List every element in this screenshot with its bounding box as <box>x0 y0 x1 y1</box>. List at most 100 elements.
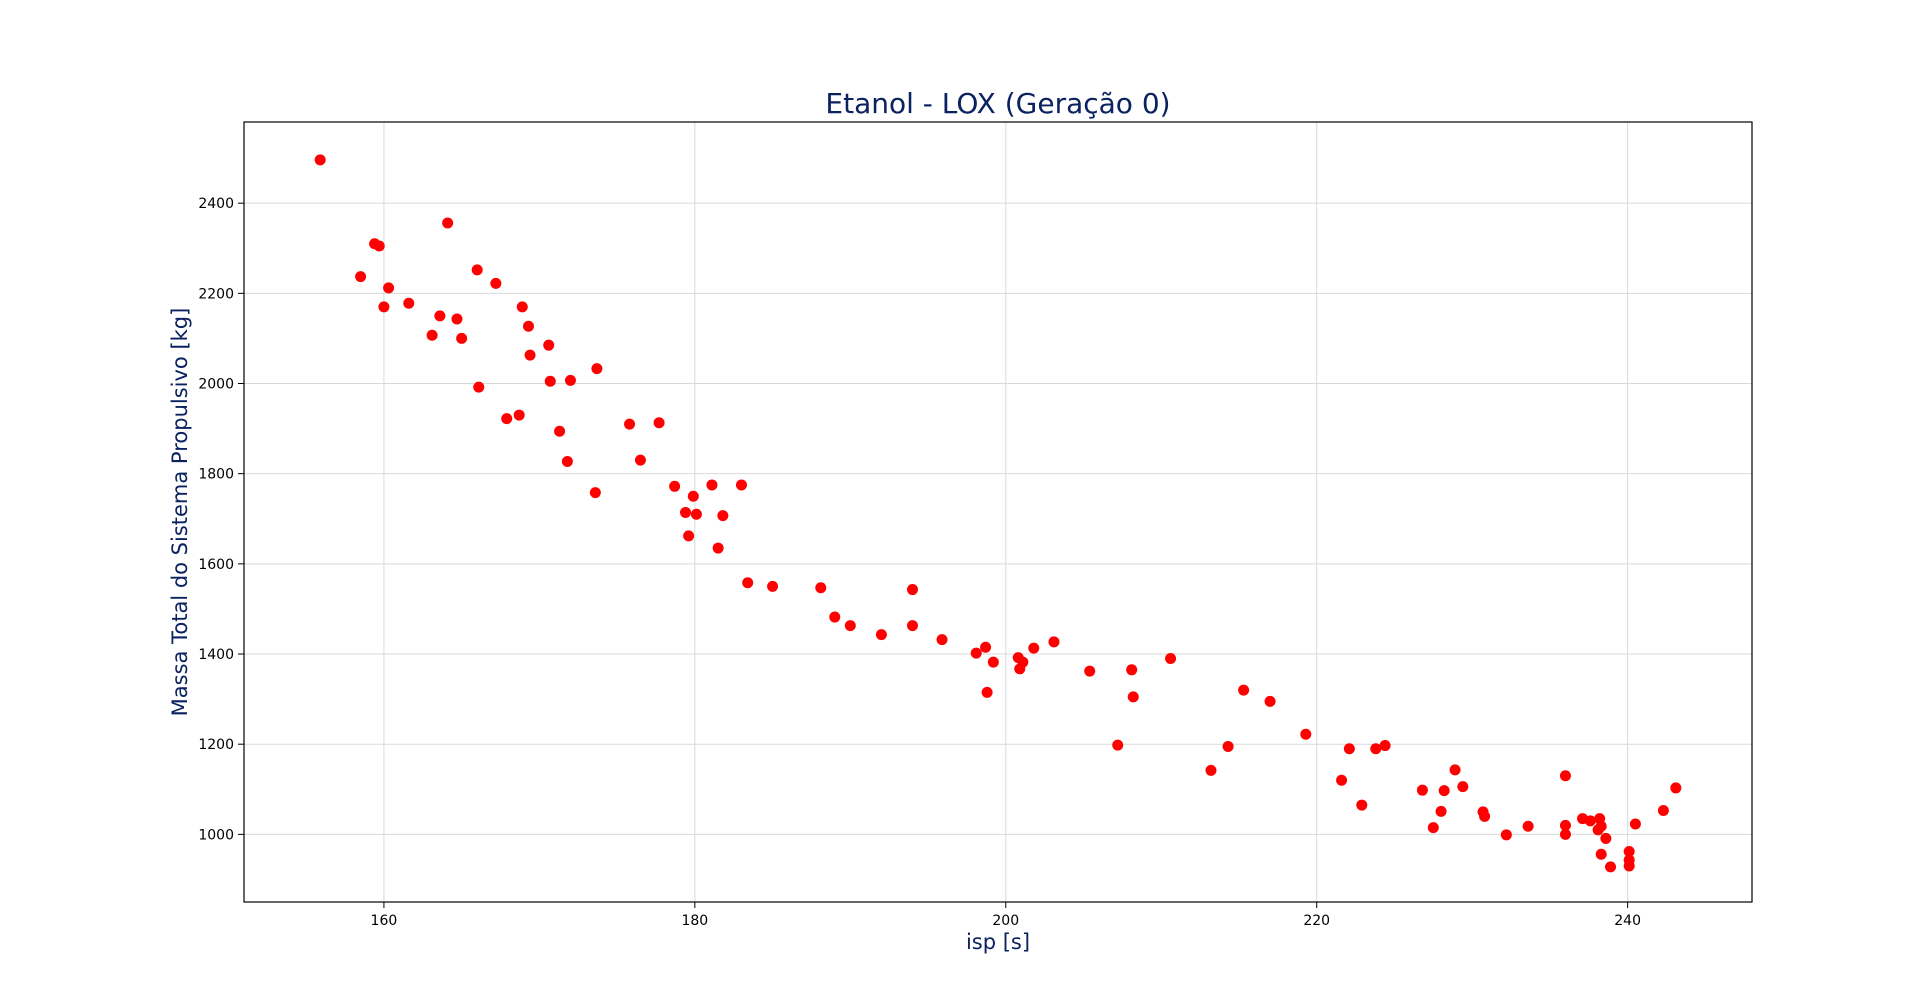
data-point <box>1017 656 1029 668</box>
data-point <box>624 418 636 430</box>
data-point <box>1449 764 1461 776</box>
y-tick-label: 2200 <box>198 286 234 302</box>
y-axis-label: Massa Total do Sistema Propulsivo [kg] <box>168 308 192 717</box>
data-point <box>1435 805 1447 817</box>
data-point <box>373 240 385 252</box>
data-point <box>591 363 603 375</box>
data-point <box>513 409 525 421</box>
data-point <box>669 480 681 492</box>
data-point <box>1416 784 1428 796</box>
data-point <box>844 620 856 632</box>
data-point <box>1205 764 1217 776</box>
data-point <box>561 456 573 468</box>
data-point <box>544 375 556 387</box>
data-point <box>1595 848 1607 860</box>
data-point <box>490 277 502 289</box>
data-point <box>1479 810 1491 822</box>
data-point <box>442 217 454 229</box>
data-point <box>706 479 718 491</box>
x-tick-label: 220 <box>1303 913 1330 929</box>
x-tick-label: 180 <box>681 913 708 929</box>
data-point <box>1165 653 1177 665</box>
data-point <box>1605 861 1617 873</box>
data-point <box>589 487 601 499</box>
y-tick-label: 1800 <box>198 467 234 483</box>
data-point <box>1559 819 1571 831</box>
data-point <box>383 282 395 294</box>
y-tick-label: 1400 <box>198 647 234 663</box>
data-point <box>522 320 534 332</box>
data-point <box>314 154 326 166</box>
data-point <box>564 374 576 386</box>
data-point <box>378 301 390 313</box>
data-point <box>1623 846 1635 858</box>
data-point <box>1370 743 1382 755</box>
data-point <box>1127 691 1139 703</box>
data-point <box>1559 828 1571 840</box>
data-point <box>767 580 779 592</box>
data-point <box>1300 728 1312 740</box>
data-point <box>451 313 463 325</box>
data-point <box>471 264 483 276</box>
data-point <box>1522 820 1534 832</box>
x-axis-label: isp [s] <box>966 930 1030 954</box>
data-point <box>634 454 646 466</box>
x-tick-label: 240 <box>1614 913 1641 929</box>
y-tick-label: 2400 <box>198 196 234 212</box>
data-point <box>1356 799 1368 811</box>
data-point <box>1084 665 1096 677</box>
data-point <box>543 339 555 351</box>
data-point <box>456 332 468 344</box>
data-point <box>1427 822 1439 834</box>
data-point <box>1584 815 1596 827</box>
x-tick-label: 160 <box>371 913 398 929</box>
data-point <box>516 301 528 313</box>
data-point <box>1222 740 1234 752</box>
data-point <box>906 620 918 632</box>
data-point <box>1343 743 1355 755</box>
data-point <box>473 381 485 393</box>
data-point <box>1336 774 1348 786</box>
data-point <box>717 510 729 522</box>
x-tick-label: 200 <box>992 913 1019 929</box>
y-tick-label: 2000 <box>198 377 234 393</box>
data-point <box>426 329 438 341</box>
data-point <box>1264 695 1276 707</box>
data-point <box>1670 782 1682 794</box>
data-point <box>742 577 754 589</box>
data-point <box>906 584 918 596</box>
y-tick-label: 1200 <box>198 737 234 753</box>
data-point <box>981 686 993 698</box>
data-point <box>735 479 747 491</box>
data-point <box>1438 785 1450 797</box>
data-point <box>712 542 724 554</box>
data-point <box>683 530 695 542</box>
data-point <box>687 490 699 502</box>
data-point <box>936 634 948 646</box>
data-point <box>970 647 982 659</box>
grid-layer <box>244 122 1752 902</box>
data-point <box>554 425 566 437</box>
data-point <box>1457 781 1469 793</box>
data-point <box>1112 739 1124 751</box>
ticks-layer: 160 180 200 220 240 1000 1200 1400 1600 1800 2000 2… <box>198 196 1641 929</box>
data-point <box>524 349 536 361</box>
data-point <box>980 641 992 653</box>
data-point <box>680 506 692 518</box>
data-point <box>1623 860 1635 872</box>
data-point <box>653 417 665 429</box>
data-point <box>1126 664 1138 676</box>
data-point <box>875 629 887 641</box>
y-tick-label: 1000 <box>198 827 234 843</box>
data-point <box>1500 829 1512 841</box>
data-point <box>434 310 446 322</box>
data-point <box>829 611 841 623</box>
data-point <box>1629 818 1641 830</box>
data-point <box>501 413 513 425</box>
points-layer <box>314 154 1682 873</box>
data-point <box>815 582 827 594</box>
data-point <box>1048 636 1060 648</box>
y-tick-label: 1600 <box>198 557 234 573</box>
data-point <box>403 297 415 309</box>
